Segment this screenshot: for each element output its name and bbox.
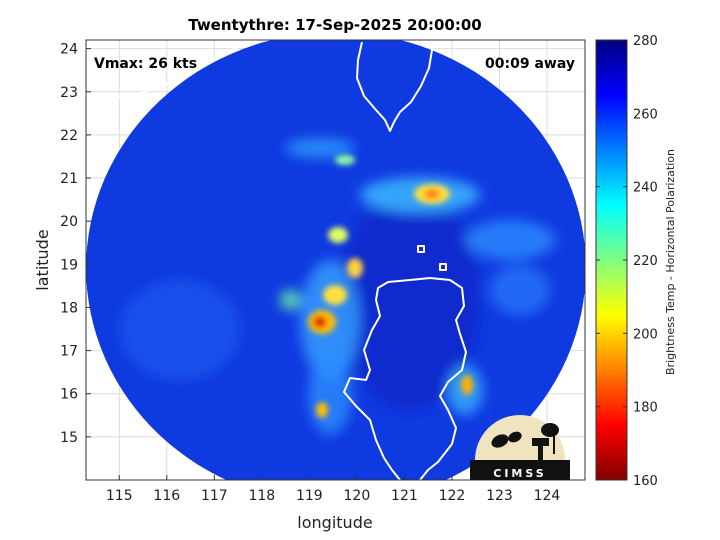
colorbar-label: Brightness Temp - Horizontal Polarizatio… bbox=[664, 149, 677, 375]
colorbar-tick-label: 260 bbox=[633, 107, 658, 122]
x-tick-label: 124 bbox=[534, 488, 561, 504]
x-tick-label: 118 bbox=[248, 488, 275, 504]
plot-frame bbox=[85, 39, 586, 481]
x-tick-label: 119 bbox=[296, 488, 323, 504]
y-tick-label: 17 bbox=[60, 344, 78, 360]
y-tick-label: 16 bbox=[60, 387, 78, 403]
x-tick-label: 122 bbox=[439, 488, 466, 504]
colorbar-tick-label: 280 bbox=[633, 34, 658, 49]
time-away-label: 00:09 away bbox=[485, 56, 575, 72]
coastline-china bbox=[86, 40, 256, 104]
y-tick-label: 23 bbox=[60, 85, 78, 101]
coastlines bbox=[86, 40, 467, 480]
colorbar-scale bbox=[595, 39, 628, 481]
coastline-taiwan bbox=[356, 40, 433, 132]
y-tick-label: 19 bbox=[60, 257, 78, 273]
chart-title: Twentythre: 17-Sep-2025 20:00:00 bbox=[188, 16, 482, 34]
y-axis-ticks: 15 16 17 18 19 20 21 22 23 24 bbox=[60, 42, 91, 446]
x-tick-label: 123 bbox=[486, 488, 513, 504]
cimss-logo: CIMSS bbox=[470, 415, 570, 480]
y-tick-label: 15 bbox=[60, 430, 78, 446]
coastline-islet-1 bbox=[417, 245, 425, 253]
x-tick-label: 121 bbox=[391, 488, 418, 504]
x-tick-label: 116 bbox=[153, 488, 180, 504]
colorbar-tick-label: 220 bbox=[633, 254, 658, 269]
y-tick-label: 20 bbox=[60, 214, 78, 230]
colorbar-tick-label: 240 bbox=[633, 181, 658, 196]
colorbar-tick-label: 160 bbox=[633, 474, 658, 489]
colorbar-tick-label: 200 bbox=[633, 327, 658, 342]
logo-text: CIMSS bbox=[493, 467, 546, 480]
y-axis-label: latitude bbox=[33, 229, 52, 290]
x-tick-label: 115 bbox=[106, 488, 133, 504]
y-tick-label: 24 bbox=[60, 42, 78, 58]
coastline-luzon bbox=[343, 277, 467, 480]
colorbar-ticks: 160 180 200 220 240 260 280 bbox=[596, 34, 658, 489]
imagery-swath bbox=[86, 40, 585, 480]
coastline-islet-2 bbox=[439, 263, 447, 271]
y-tick-label: 18 bbox=[60, 300, 78, 316]
y-tick-label: 21 bbox=[60, 171, 78, 187]
y-tick-label: 22 bbox=[60, 128, 78, 144]
colorbar: 160 180 200 220 240 260 280 Brightness Temp - … bbox=[595, 34, 677, 489]
x-tick-label: 117 bbox=[201, 488, 228, 504]
x-tick-label: 120 bbox=[344, 488, 371, 504]
colorbar-tick-label: 180 bbox=[633, 401, 658, 416]
x-axis-label: longitude bbox=[297, 513, 372, 532]
vmax-label: Vmax: 26 kts bbox=[94, 56, 197, 72]
x-axis-ticks: 115 116 117 118 119 120 121 122 123 124 bbox=[106, 475, 561, 504]
